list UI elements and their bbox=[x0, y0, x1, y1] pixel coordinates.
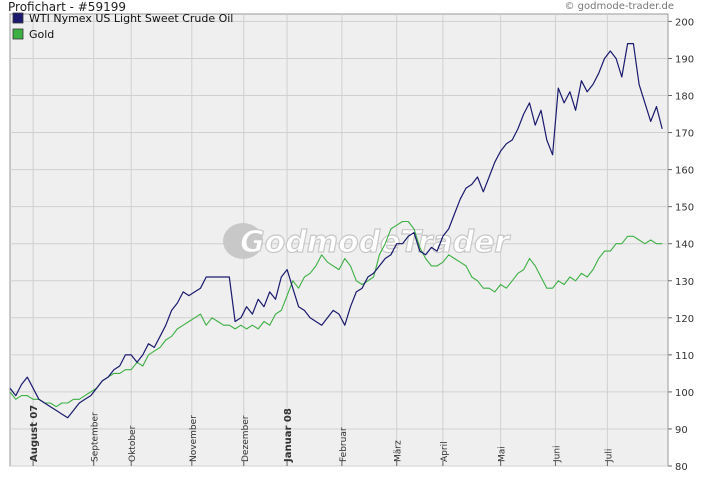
source-credit: © godmode-trader.de bbox=[564, 1, 675, 12]
x-tick-label: November bbox=[189, 415, 199, 462]
legend-swatch bbox=[12, 12, 24, 24]
y-tick-label: 90 bbox=[675, 425, 688, 436]
chart-title: Profichart - #59199 bbox=[8, 0, 126, 14]
y-tick-label: 190 bbox=[675, 54, 694, 65]
x-tick-label: September bbox=[91, 412, 101, 462]
y-tick-label: 150 bbox=[675, 203, 694, 214]
x-tick-label: Mai bbox=[498, 446, 508, 462]
x-axis: August 07 September Oktober November Dezembe… bbox=[29, 405, 614, 466]
y-tick-label: 160 bbox=[675, 166, 694, 177]
x-tick-label: August 07 bbox=[29, 405, 40, 462]
legend-swatch bbox=[12, 28, 24, 40]
watermark-disc bbox=[223, 223, 263, 259]
watermark: GodmodeTrader bbox=[223, 223, 512, 261]
legend-label: Gold bbox=[29, 28, 54, 41]
x-tick-label: Dezember bbox=[241, 415, 251, 462]
y-tick-label: 130 bbox=[675, 277, 694, 288]
legend-label: WTI Nymex US Light Sweet Crude Oil bbox=[29, 12, 233, 25]
watermark-text: GodmodeTrader bbox=[240, 225, 511, 260]
y-tick-label: 200 bbox=[675, 17, 694, 28]
x-tick-label: Juni bbox=[552, 445, 562, 463]
y-tick-label: 80 bbox=[675, 462, 688, 473]
series-line-gold bbox=[9, 220, 663, 408]
series-line-oil bbox=[9, 43, 663, 419]
y-tick-label: 170 bbox=[675, 129, 694, 140]
x-tick-label: März bbox=[394, 440, 404, 462]
legend: WTI Nymex US Light Sweet Crude Oil Gold bbox=[12, 12, 233, 41]
x-tick-label: April bbox=[440, 441, 450, 462]
x-tick-label: Juli bbox=[604, 449, 614, 463]
y-tick-label: 110 bbox=[675, 351, 694, 362]
series-group bbox=[9, 43, 663, 419]
y-tick-label: 100 bbox=[675, 388, 694, 399]
y-tick-label: 140 bbox=[675, 240, 694, 251]
y-tick-label: 180 bbox=[675, 92, 694, 103]
x-tick-label: Oktober bbox=[128, 425, 138, 462]
grid-lines bbox=[10, 14, 668, 467]
y-axis: 80 90 100 110 120 130 140 150 160 170 180 190 200 bbox=[668, 17, 694, 473]
x-tick-label: Februar bbox=[339, 427, 349, 462]
x-tick-label: Januar 08 bbox=[283, 408, 294, 463]
y-tick-label: 120 bbox=[675, 314, 694, 325]
